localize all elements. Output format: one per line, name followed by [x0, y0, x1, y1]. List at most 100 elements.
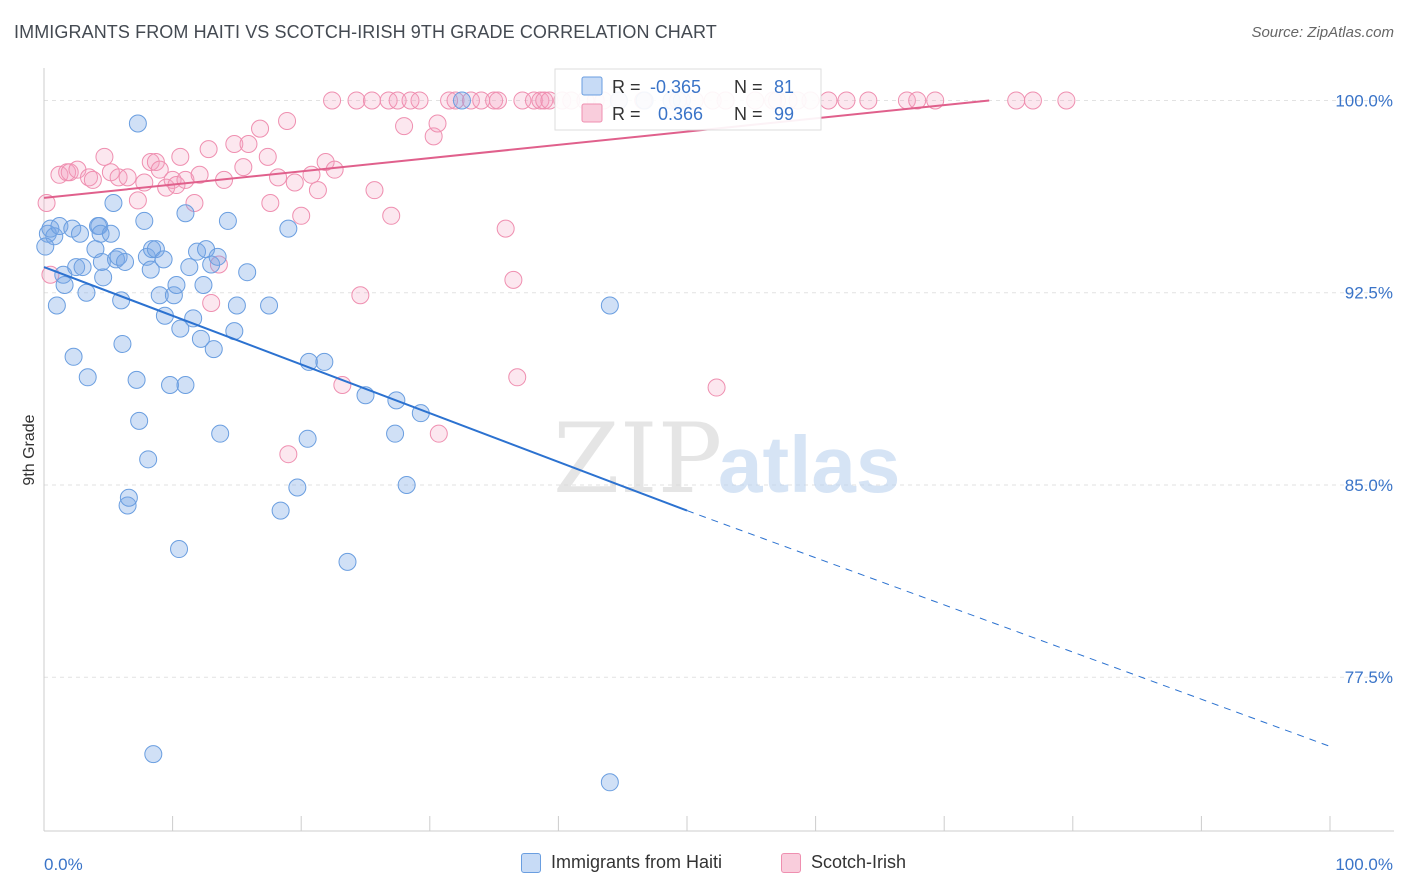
point-haiti-9 [64, 347, 83, 366]
point-haiti-34 [141, 260, 160, 279]
point-scotch-65 [504, 270, 523, 289]
point-scotch-12 [128, 191, 147, 210]
point-haiti-50 [191, 329, 210, 348]
stats-n-value-scotch: 99 [774, 104, 794, 124]
point-scotch-22 [185, 193, 204, 212]
legend-item-haiti: Immigrants from Haiti [521, 852, 722, 873]
point-scotch-26 [209, 255, 228, 274]
point-haiti-2 [45, 227, 64, 246]
point-haiti-19 [92, 252, 111, 271]
y-tick-label-2: 92.5% [1345, 284, 1393, 303]
point-haiti-21 [104, 193, 123, 212]
point-scotch-11 [118, 168, 137, 187]
point-scotch-57 [429, 424, 448, 443]
point-haiti-38 [154, 250, 173, 269]
legend-label-haiti: Immigrants from Haiti [551, 852, 723, 872]
point-haiti-74 [452, 91, 471, 110]
point-haiti-57 [218, 211, 237, 230]
point-haiti-33 [139, 450, 158, 469]
point-scotch-91 [908, 91, 927, 110]
point-scotch-38 [292, 206, 311, 225]
point-scotch-24 [199, 140, 218, 159]
point-haiti-53 [202, 255, 221, 274]
point-haiti-13 [78, 368, 97, 387]
point-scotch-49 [379, 91, 398, 110]
point-scotch-47 [362, 91, 381, 110]
point-scotch-93 [1007, 91, 1026, 110]
point-haiti-68 [338, 552, 357, 571]
x-tick-label-1: 100.0% [1335, 855, 1393, 874]
legend-swatch-scotch [781, 852, 801, 873]
point-haiti-29 [127, 370, 146, 389]
point-haiti-30 [130, 411, 149, 430]
watermark-zip: ZIP [553, 403, 722, 515]
stats-swatch-haiti [581, 76, 603, 96]
point-scotch-23 [190, 165, 209, 184]
trend-line-haiti-extrapolated [686, 510, 1331, 747]
y-tick-label-0: 77.5% [1345, 668, 1393, 687]
point-scotch-33 [261, 193, 280, 212]
point-scotch-32 [258, 147, 277, 166]
point-haiti-35 [143, 240, 162, 259]
point-scotch-59 [446, 91, 465, 110]
point-haiti-36 [146, 240, 165, 259]
point-scotch-50 [382, 206, 401, 225]
point-haiti-6 [55, 276, 74, 295]
point-scotch-68 [524, 91, 543, 110]
stats-r-value-scotch: 0.366 [658, 104, 703, 124]
stats-r-label-haiti: R = [612, 77, 641, 97]
point-scotch-29 [234, 158, 253, 177]
trend-line-haiti [43, 266, 688, 512]
point-haiti-43 [170, 540, 189, 559]
point-scotch-8 [95, 147, 114, 166]
point-haiti-63 [279, 219, 298, 238]
point-haiti-67 [315, 352, 334, 371]
point-haiti-44 [171, 319, 190, 338]
stats-n-label-scotch: N = [734, 104, 763, 124]
point-haiti-31 [135, 211, 154, 230]
point-haiti-54 [204, 340, 223, 359]
tick-labels: 77.5% 85.0% 92.5% 100.0% 0.0% 100.0% [44, 91, 1393, 874]
point-haiti-47 [180, 258, 199, 277]
x-tick-label-0: 0.0% [44, 855, 83, 874]
watermark: ZIP atlas [553, 403, 900, 515]
chart-title: IMMIGRANTS FROM HAITI VS SCOTCH-IRISH 9T… [14, 22, 717, 42]
point-scotch-14 [141, 152, 160, 171]
point-scotch-42 [323, 91, 342, 110]
point-haiti-42 [167, 276, 186, 295]
point-scotch-89 [859, 91, 878, 110]
point-scotch-66 [508, 368, 527, 387]
point-scotch-56 [428, 114, 447, 133]
point-haiti-62 [271, 501, 290, 520]
point-haiti-83 [36, 237, 55, 256]
point-haiti-60 [238, 263, 257, 282]
point-scotch-37 [285, 173, 304, 192]
point-haiti-70 [386, 424, 405, 443]
point-haiti-25 [113, 334, 132, 353]
point-scotch-46 [351, 286, 370, 305]
point-haiti-46 [176, 204, 195, 223]
point-scotch-7 [83, 170, 102, 189]
point-scotch-48 [365, 181, 384, 200]
legend-item-scotch: Scotch-Irish [781, 852, 906, 873]
point-haiti-40 [161, 375, 180, 394]
point-scotch-31 [251, 119, 270, 138]
point-haiti-59 [227, 296, 246, 315]
point-scotch-16 [150, 160, 169, 179]
point-haiti-51 [194, 276, 213, 295]
legend-swatch-haiti [521, 852, 541, 873]
point-scotch-28 [225, 135, 244, 154]
point-scotch-52 [395, 117, 414, 136]
y-tick-label-3: 100.0% [1335, 91, 1393, 110]
trend-line-scotch [43, 99, 990, 199]
point-scotch-70 [535, 91, 554, 110]
point-scotch-63 [488, 91, 507, 110]
point-haiti-28 [119, 488, 138, 507]
point-haiti-61 [260, 296, 279, 315]
point-scotch-17 [157, 178, 176, 197]
y-tick-label-1: 85.0% [1345, 476, 1393, 495]
point-haiti-55 [208, 247, 227, 266]
point-scotch-64 [496, 219, 515, 238]
point-haiti-10 [71, 224, 90, 243]
